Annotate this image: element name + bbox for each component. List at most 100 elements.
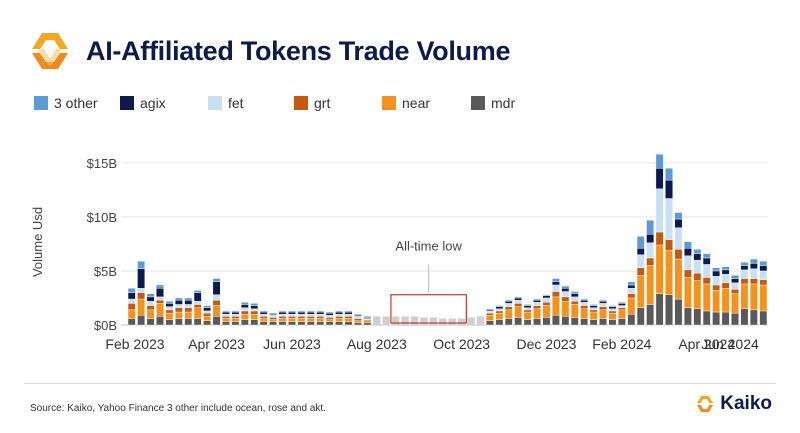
bar-segment-near (174, 311, 183, 319)
bar-segment-agix (589, 305, 598, 308)
bar-segment-mdr (203, 320, 212, 326)
legend-swatch (382, 96, 396, 110)
bar-segment-low (420, 317, 428, 325)
bar-segment-agix (759, 265, 768, 272)
week-bar (448, 318, 456, 325)
bar-segment-mdr (231, 321, 240, 326)
kaiko-logo-icon (697, 395, 714, 413)
bar-segment-mdr (523, 319, 532, 326)
bar-segment-fet (222, 313, 230, 317)
week-bar (212, 278, 221, 326)
bar-segment-fet (504, 303, 513, 307)
bar-segment-3-other (618, 302, 626, 304)
bar-segment-grt (269, 317, 277, 320)
bar-segment-near (655, 244, 664, 294)
bar-segment-mdr (354, 322, 362, 326)
week-bar (486, 308, 494, 326)
week-bar (325, 311, 334, 326)
kaiko-logo-icon (32, 33, 68, 69)
week-bar (523, 304, 532, 326)
bar-segment-agix (570, 293, 579, 298)
week-bar (693, 249, 702, 326)
bar-segment-fet (156, 296, 164, 301)
bar-segment-grt (354, 318, 362, 321)
bar-segment-near (486, 315, 494, 321)
week-bar (542, 294, 551, 326)
bar-segment-fet (542, 297, 551, 303)
bar-segment-mdr (316, 321, 325, 326)
bar-segment-near (523, 311, 532, 320)
bar-segment-fet (749, 268, 758, 279)
chart-legend: 3 other agix fet grt near mdr (34, 95, 531, 111)
bar-segment-3-other (174, 297, 183, 301)
bar-segment-mdr (495, 319, 504, 326)
bar-segment-3-other (363, 316, 372, 318)
bar-segment-fet (306, 313, 315, 317)
bar-segment-3-other (165, 301, 174, 304)
bar-segment-near (721, 288, 730, 313)
bar-segment-grt (184, 307, 193, 313)
bar-segment-fet (316, 313, 325, 317)
bar-segment-3-other (486, 308, 494, 311)
bar-segment-mdr (127, 318, 136, 326)
bar-segment-agix (193, 292, 202, 302)
bar-segment-3-other (193, 290, 202, 293)
bar-segment-grt (344, 316, 353, 319)
week-bar (344, 310, 353, 326)
bar-segment-3-other (278, 310, 287, 313)
bar-segment-fet (297, 313, 306, 317)
bar-segment-grt (759, 279, 768, 286)
week-bar (193, 290, 202, 326)
bar-segment-grt (316, 316, 325, 319)
bar-segment-near (354, 320, 362, 324)
footer-brand: Kaiko (695, 393, 772, 415)
x-tick-label: Dec 2023 (517, 336, 577, 352)
bar-segment-mdr (278, 321, 287, 326)
bar-segment-fet (174, 304, 183, 308)
bar-segment-mdr (749, 309, 758, 326)
bar-segment-near (325, 319, 334, 322)
bar-segment-low (448, 318, 456, 325)
bar-segment-3-other (674, 212, 683, 220)
bar-segment-agix (552, 281, 560, 286)
bar-segment-grt (627, 293, 636, 299)
bar-segment-near (495, 312, 504, 320)
bar-segment-near (184, 311, 193, 319)
bar-segment-fet (580, 302, 589, 306)
bar-segment-agix (325, 312, 334, 316)
bar-segment-agix (749, 263, 758, 269)
bar-segment-fet (193, 301, 202, 305)
bar-segment-mdr (137, 315, 146, 326)
week-bar (495, 305, 504, 326)
bar-segment-near (514, 306, 523, 318)
bar-segment-near (222, 318, 230, 322)
bar-segment-agix (184, 299, 193, 305)
legend-swatch (34, 96, 48, 110)
week-bar (127, 288, 136, 326)
week-bar (608, 305, 617, 326)
bar-segment-agix (627, 284, 636, 289)
bar-segment-agix (231, 311, 240, 315)
bar-segment-3-other (231, 310, 240, 313)
bar-segment-fet (259, 313, 268, 317)
bar-segment-agix (495, 306, 504, 309)
week-bar (373, 316, 381, 325)
bar-segment-near (589, 311, 598, 320)
annotation-label: All-time low (395, 239, 462, 254)
bar-segment-fet (655, 188, 664, 233)
bar-segment-3-other (702, 253, 711, 259)
bar-segment-mdr (674, 298, 683, 326)
bar-segment-mdr (636, 307, 645, 326)
bar-segment-grt (325, 317, 334, 320)
bar-segment-low (457, 318, 466, 325)
bar-segment-agix (618, 303, 626, 306)
bar-segment-near (712, 290, 721, 313)
bar-segment-mdr (514, 317, 523, 326)
bar-segment-agix (646, 233, 655, 244)
bar-segment-3-other (137, 261, 146, 269)
bar-segment-grt (504, 306, 513, 311)
bar-segment-near (740, 283, 749, 309)
week-bar (410, 316, 419, 325)
week-bar (476, 316, 485, 325)
week-bar (665, 168, 673, 326)
